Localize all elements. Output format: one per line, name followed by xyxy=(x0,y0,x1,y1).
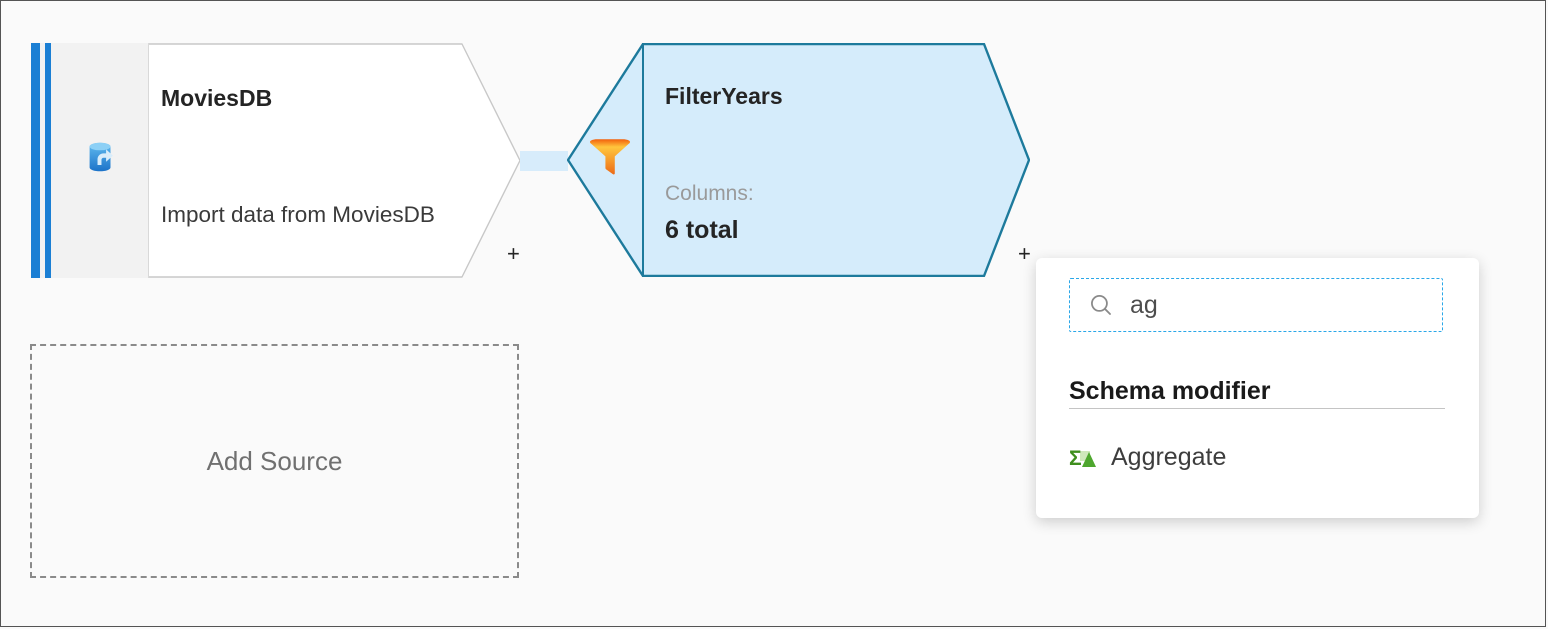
svg-text:Σ: Σ xyxy=(1069,447,1082,470)
